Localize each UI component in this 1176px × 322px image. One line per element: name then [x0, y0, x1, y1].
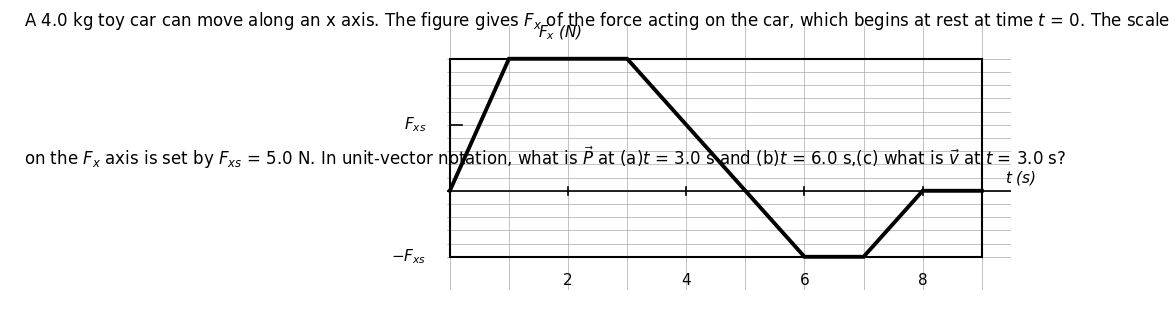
Text: $t$ (s): $t$ (s)	[1005, 169, 1036, 187]
Text: on the $F_x$ axis is set by $F_{xs}$ = 5.0 N. In unit-vector notation, what is $: on the $F_x$ axis is set by $F_{xs}$ = 5…	[24, 145, 1065, 171]
Text: 8: 8	[918, 273, 928, 288]
Text: $F_{xs}$: $F_{xs}$	[403, 115, 426, 134]
Text: $F_x$ (N): $F_x$ (N)	[539, 23, 582, 42]
Text: A 4.0 kg toy car can move along an x axis. The figure gives $F_x$ of the force a: A 4.0 kg toy car can move along an x axi…	[24, 10, 1170, 32]
Text: 4: 4	[681, 273, 691, 288]
Text: 6: 6	[800, 273, 809, 288]
Text: $-F_{xs}$: $-F_{xs}$	[390, 247, 426, 266]
Bar	[450, 59, 982, 257]
Text: 2: 2	[563, 273, 573, 288]
